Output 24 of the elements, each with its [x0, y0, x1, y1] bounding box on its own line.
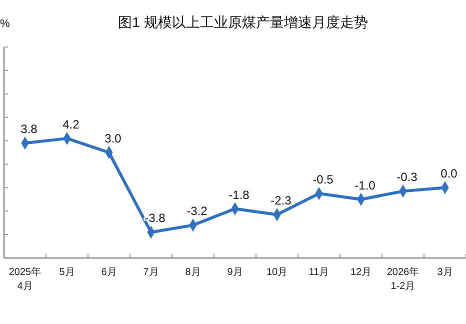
x-tick-label: 11月: [308, 267, 330, 278]
data-label: 3.0: [104, 132, 122, 146]
x-tick-label: 7月: [143, 267, 159, 278]
data-label: -1.8: [228, 188, 250, 202]
data-label: -0.3: [396, 170, 418, 184]
x-tick-label: 3月: [437, 267, 453, 278]
x-tick-label: 5月: [59, 267, 75, 278]
x-tick-label: 2025年 4月: [8, 266, 42, 292]
data-label: -2.3: [270, 194, 292, 208]
chart-title: 图1 规模以上工业原煤产量增速月度走势: [118, 14, 368, 30]
x-tick-label: 12月: [350, 267, 372, 278]
x-tick-label: 10月: [266, 267, 288, 278]
data-label: 3.8: [20, 122, 38, 136]
x-tick-label: 8月: [185, 267, 201, 278]
data-label: 4.2: [62, 117, 80, 132]
data-label: -1.0: [354, 178, 376, 192]
data-label: -0.5: [312, 172, 334, 187]
data-label: 0.0: [440, 166, 458, 181]
data-label: -3.8: [144, 211, 166, 226]
data-label: -3.2: [186, 204, 208, 218]
x-tick-label: 6月: [101, 267, 117, 278]
y-axis-title: %: [0, 18, 10, 30]
x-tick-label: 2026年 1-2月: [386, 266, 420, 292]
x-tick-label: 9月: [227, 267, 243, 278]
